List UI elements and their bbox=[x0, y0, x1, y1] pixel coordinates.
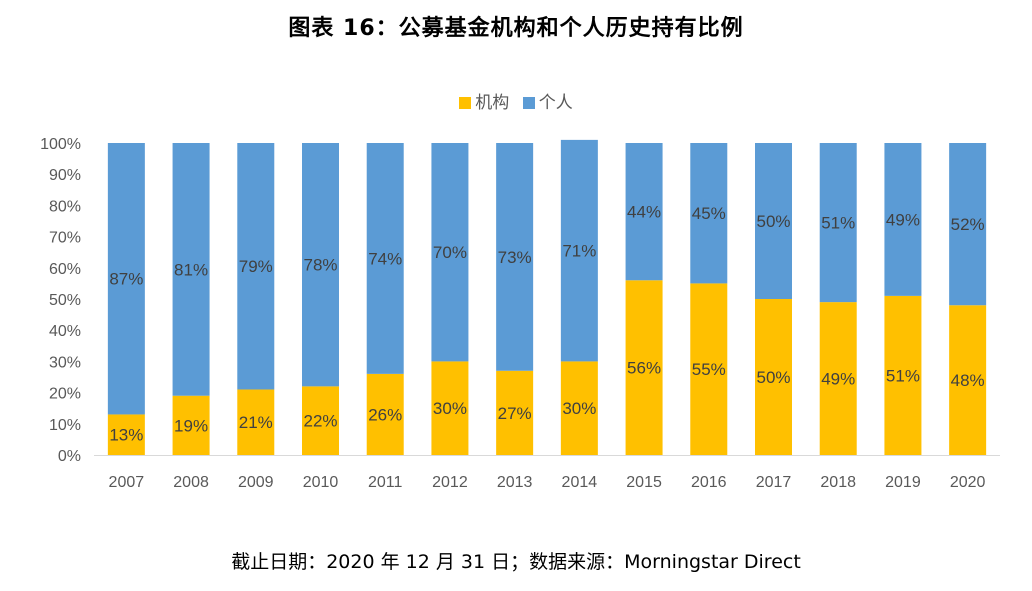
data-label: 79% bbox=[239, 257, 273, 276]
legend-item-institution: 机构 bbox=[459, 88, 509, 113]
bar-segment bbox=[884, 295, 922, 455]
y-tick-label: 0% bbox=[58, 448, 81, 465]
bar-segment bbox=[690, 143, 728, 284]
bar-segment bbox=[302, 143, 339, 387]
data-label: 74% bbox=[368, 249, 402, 268]
x-tick-label: 2019 bbox=[885, 474, 921, 491]
bar-segment bbox=[819, 302, 857, 455]
x-tick-label: 2017 bbox=[756, 474, 792, 491]
bar-segment bbox=[237, 389, 275, 455]
data-label: 22% bbox=[303, 412, 337, 431]
bar-segment bbox=[496, 370, 534, 455]
y-tick-label: 100% bbox=[40, 136, 81, 153]
bar-segment bbox=[431, 361, 469, 455]
data-label: 48% bbox=[951, 371, 985, 390]
bar-segment bbox=[755, 143, 792, 299]
legend-label-individual: 个人 bbox=[538, 93, 573, 113]
bar-segment bbox=[625, 280, 663, 455]
data-label: 45% bbox=[692, 204, 726, 223]
data-label: 71% bbox=[562, 242, 596, 261]
bar-segment bbox=[107, 143, 145, 415]
y-tick-label: 90% bbox=[49, 167, 81, 184]
source-note: 截止日期：2020 年 12 月 31 日；数据来源：Morningstar D… bbox=[231, 551, 801, 573]
x-tick-label: 2007 bbox=[109, 474, 145, 491]
x-tick-label: 2018 bbox=[820, 474, 856, 491]
y-tick-label: 20% bbox=[49, 386, 81, 403]
bar-segment bbox=[560, 361, 598, 455]
data-label: 51% bbox=[821, 214, 855, 233]
bar-segment bbox=[949, 305, 987, 455]
bar-segment bbox=[625, 143, 663, 281]
x-tick-label: 2008 bbox=[173, 474, 209, 491]
y-tick-label: 80% bbox=[49, 198, 81, 215]
data-label: 49% bbox=[886, 210, 920, 229]
bar-segment bbox=[560, 139, 598, 362]
data-label: 56% bbox=[627, 359, 661, 378]
data-label: 21% bbox=[239, 413, 273, 432]
x-tick-label: 2009 bbox=[238, 474, 274, 491]
bar-segment bbox=[949, 143, 987, 306]
legend-swatch-individual bbox=[522, 97, 535, 109]
x-tick-label: 2015 bbox=[626, 474, 662, 491]
y-tick-label: 30% bbox=[49, 354, 81, 371]
legend-item-individual: 个人 bbox=[522, 88, 573, 113]
y-tick-label: 60% bbox=[49, 261, 81, 278]
bar-segment bbox=[366, 143, 404, 374]
bar-segment bbox=[302, 386, 339, 455]
data-label: 81% bbox=[174, 260, 208, 279]
x-tick-label: 2010 bbox=[303, 474, 339, 491]
bar-segment bbox=[107, 414, 145, 455]
data-label: 30% bbox=[433, 399, 467, 418]
data-label: 70% bbox=[433, 243, 467, 262]
y-tick-label: 50% bbox=[49, 292, 81, 309]
x-tick-label: 2014 bbox=[562, 474, 598, 491]
data-label: 27% bbox=[498, 404, 532, 423]
data-label: 50% bbox=[756, 212, 790, 231]
y-tick-label: 40% bbox=[49, 323, 81, 340]
bar-segment bbox=[819, 143, 857, 303]
data-label: 55% bbox=[692, 360, 726, 379]
data-label: 13% bbox=[109, 426, 143, 445]
legend-label-institution: 机构 bbox=[475, 93, 510, 113]
chart-title: 图表 16：公募基金机构和个人历史持有比例 bbox=[288, 16, 744, 41]
x-tick-label: 2020 bbox=[950, 474, 986, 491]
data-label: 30% bbox=[562, 399, 596, 418]
data-label: 26% bbox=[368, 405, 402, 424]
bar-segment bbox=[172, 143, 210, 396]
data-label: 49% bbox=[821, 370, 855, 389]
x-tick-label: 2011 bbox=[368, 474, 403, 491]
bar-segment bbox=[431, 143, 469, 362]
bar-segment bbox=[172, 395, 210, 455]
y-tick-label: 10% bbox=[49, 417, 81, 434]
bar-segment bbox=[366, 373, 404, 455]
data-label: 87% bbox=[109, 270, 143, 289]
bar-segment bbox=[690, 283, 728, 455]
bar-segment bbox=[755, 299, 792, 455]
x-tick-label: 2012 bbox=[432, 474, 468, 491]
x-tick-label: 2013 bbox=[497, 474, 533, 491]
data-label: 50% bbox=[756, 368, 790, 387]
bar-segment bbox=[237, 143, 275, 390]
data-label: 51% bbox=[886, 366, 920, 385]
data-label: 78% bbox=[303, 256, 337, 275]
bar-segment bbox=[496, 143, 534, 371]
data-label: 19% bbox=[174, 416, 208, 435]
data-label: 73% bbox=[498, 248, 532, 267]
legend-swatch-institution bbox=[459, 97, 472, 109]
x-tick-label: 2016 bbox=[691, 474, 727, 491]
data-label: 52% bbox=[951, 215, 985, 234]
chart-legend: 机构 个人 bbox=[0, 88, 1032, 113]
y-tick-label: 70% bbox=[49, 230, 81, 247]
data-label: 44% bbox=[627, 203, 661, 222]
bar-segment bbox=[884, 143, 922, 296]
